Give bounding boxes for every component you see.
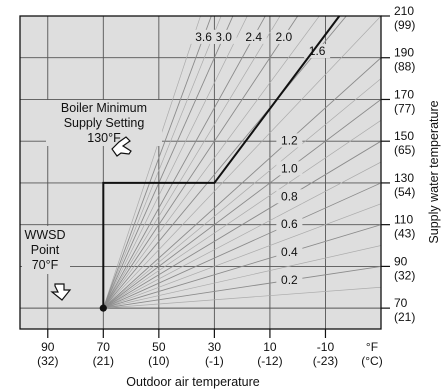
reset-curve-label-bg-0.4 (276, 245, 303, 260)
reset-curve-2.4 (102, 16, 266, 309)
boiler-minimum-label-bg (46, 100, 162, 146)
boiler-minimum-line-3: 130°F (87, 131, 121, 145)
reset-curve-label-1.2: 1.2 (281, 133, 298, 147)
x-tick-label-f-30: 30 (208, 340, 222, 354)
x-tick-label-f-10: 10 (263, 340, 277, 354)
reset-curve-label-0.4: 0.4 (281, 245, 298, 259)
reset-curve-label-bg-1.0 (276, 161, 303, 176)
wwsd-arrow-icon (50, 283, 72, 301)
y-axis-title: Supply water temperature (427, 100, 441, 243)
x-tick-label-f-70: 70 (97, 340, 111, 354)
x-tick-label-c-30: (-1) (205, 354, 224, 368)
y-tick-label-f-90: 90 (394, 254, 408, 268)
reset-curve-labels: 0.2 0.4 0.6 0.8 1.0 1.2 1.6 2.0 2.4 3.03.6 (190, 29, 331, 288)
reset-curve-label-2.0: 2.0 (275, 30, 292, 44)
reset-curve-1.6 (102, 16, 347, 309)
reset-curve-label-bg-3.6 (190, 29, 217, 44)
reset-curve-2.0 (102, 16, 299, 309)
reset-curve-label-3.0: 3.0 (215, 30, 232, 44)
grid-lines (20, 15, 381, 329)
x-tick-label-f--10: -10 (317, 340, 335, 354)
y-tick-label-f-110: 110 (394, 213, 413, 227)
reset-curve-0.4 (103, 224, 381, 309)
x-tick-label-c-50: (10) (148, 354, 169, 368)
reset-curve-minor-4 (103, 161, 381, 309)
boiler-minimum-annotation: Boiler Minimum Supply Setting 130°F (46, 100, 162, 157)
x-tick-label-f-50: 50 (152, 340, 166, 354)
y-tick-label-c-90: (32) (394, 268, 415, 282)
x-unit-label-f: °F (366, 340, 378, 354)
plot-area (20, 16, 381, 329)
x-tick-label-c-70: (21) (93, 354, 114, 368)
reset-curve-1.2 (103, 57, 381, 309)
reset-curve-label-bg-3.0 (210, 29, 237, 44)
reset-curve-minor-10 (102, 16, 248, 309)
boiler-minimum-line-1: Boiler Minimum (61, 101, 147, 115)
reset-curve-label-bg-0.8 (276, 189, 303, 204)
reset-curve-minor-3 (103, 203, 381, 309)
y-tick-label-c-130: (54) (394, 185, 415, 199)
reset-curve-label-bg-1.2 (276, 133, 303, 148)
reset-curve-label-bg-0.6 (276, 217, 303, 232)
reset-curve-minor-6 (103, 78, 381, 309)
y-tick-label-f-70: 70 (394, 296, 408, 310)
reset-curve-0.2 (103, 265, 381, 309)
operating-curve (99, 15, 341, 312)
y-tick-label-c-70: (21) (394, 310, 415, 324)
wwsd-annotation: WWSD Point 70°F (22, 226, 72, 301)
wwsd-line-1: WWSD (25, 228, 66, 242)
reset-curve-3.0 (102, 16, 234, 309)
reset-curve-3.6 (102, 16, 212, 309)
boiler-minimum-arrow-icon (111, 136, 132, 157)
wwsd-line-2: Point (31, 243, 60, 257)
x-tick-label-c-10: (-12) (257, 354, 282, 368)
y-tick-label-c-110: (43) (394, 227, 415, 241)
y-tick-label-c-190: (88) (394, 60, 415, 74)
reset-curve-label-bg-0.2 (276, 273, 303, 288)
reset-curve-1.0 (103, 98, 381, 309)
y-tick-label-f-130: 130 (394, 171, 414, 185)
reset-curve-label-2.4: 2.4 (245, 30, 262, 44)
reset-curve-label-0.8: 0.8 (281, 189, 298, 203)
y-tick-label-c-170: (77) (394, 101, 415, 115)
reset-curve-label-0.2: 0.2 (281, 273, 298, 287)
axis-ticks: 90(32)70(21)50(10)30(-1)10(-12)-10(-23)°… (37, 4, 415, 368)
y-tick-label-f-170: 170 (394, 87, 414, 101)
reset-curve-minor-5 (103, 119, 381, 309)
y-tick-label-f-210: 210 (394, 4, 414, 18)
reset-curve-label-1.0: 1.0 (281, 161, 298, 175)
reset-curve-minor-9 (103, 16, 281, 309)
reset-curve-0.6 (103, 182, 381, 309)
y-tick-label-f-150: 150 (394, 129, 414, 143)
y-tick-label-f-190: 190 (394, 46, 414, 60)
reset-curve-minor-2 (103, 245, 381, 309)
reset-curve-label-1.6: 1.6 (309, 44, 326, 58)
x-unit-label-c: (°C) (361, 354, 382, 368)
reset-curve-label-bg-2.4 (240, 29, 267, 44)
x-tick-label-c-90: (32) (37, 354, 58, 368)
x-tick-label-c--10: (-23) (313, 354, 338, 368)
boiler-minimum-line-2: Supply Setting (64, 116, 145, 130)
reset-curve-label-0.6: 0.6 (281, 217, 298, 231)
wwsd-line-3: 70°F (32, 258, 59, 272)
reset-curve-0.8 (103, 140, 381, 309)
reset-curve-minor-7 (103, 16, 381, 309)
plot-frame (19, 15, 382, 330)
wwsd-label-bg (22, 226, 70, 274)
reset-curve-minor-11 (102, 16, 222, 309)
x-tick-label-f-90: 90 (41, 340, 55, 354)
reset-curve-label-bg-2.0 (270, 29, 297, 44)
wwsd-point-marker (99, 304, 107, 312)
x-axis-title: Outdoor air temperature (126, 375, 259, 389)
reset-curve-label-3.6: 3.6 (195, 30, 212, 44)
reset-curve-minor-1 (103, 286, 381, 309)
operating-curve-line (102, 15, 341, 309)
y-tick-label-c-150: (65) (394, 143, 415, 157)
y-tick-label-c-210: (99) (394, 18, 415, 32)
